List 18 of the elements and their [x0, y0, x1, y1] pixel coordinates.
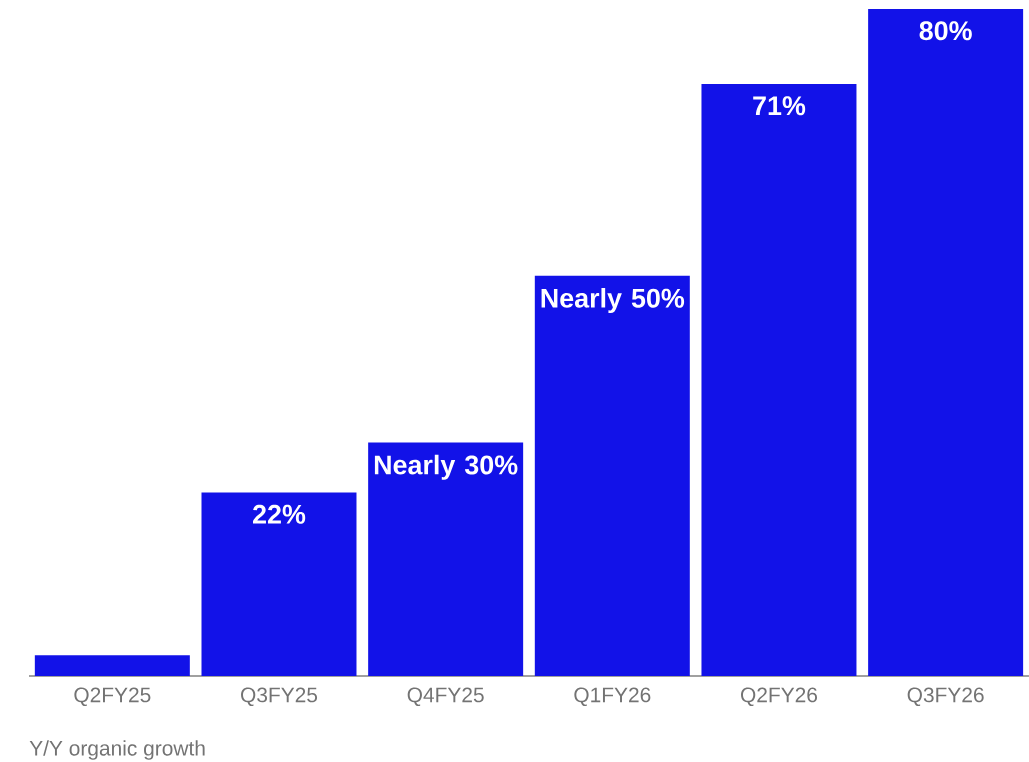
- data-label: 80%: [919, 21, 972, 41]
- bar: [534, 275, 690, 676]
- data-label: Nearly 50%: [541, 287, 685, 314]
- data-label: 71%: [753, 96, 806, 116]
- x-tick-label: Q1FY26: [574, 687, 651, 707]
- bar: [868, 9, 1024, 676]
- bar: [201, 492, 357, 676]
- x-tick-label: Q4FY25: [407, 687, 484, 707]
- text: Y/Y organic growth: [29, 740, 205, 760]
- bar: [34, 655, 190, 676]
- bar: [368, 442, 524, 676]
- x-tick-label: Q3FY26: [907, 687, 984, 707]
- data-label: 22%: [253, 504, 306, 524]
- data-label: Nearly 30%: [374, 454, 518, 480]
- x-tick-label: Q2FY26: [740, 687, 818, 707]
- x-tick-label: Q2FY25: [74, 687, 151, 707]
- x-tick-label: Q3FY25: [241, 687, 318, 707]
- bar: [701, 84, 857, 676]
